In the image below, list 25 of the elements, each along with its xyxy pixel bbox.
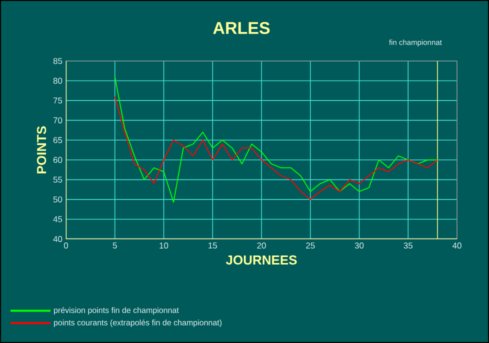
x-tick-label: 30 xyxy=(354,242,364,249)
y-tick-label: 40 xyxy=(53,236,62,242)
legend-label: points courants (extrapolés fin de championnat) xyxy=(54,319,222,327)
x-tick-label: 0 xyxy=(64,242,68,249)
x-tick-label: 35 xyxy=(404,242,412,249)
x-axis-title: JOURNEES xyxy=(226,255,297,265)
x-tick-label: 25 xyxy=(306,242,315,249)
y-axis-title: POINTS xyxy=(36,126,46,174)
y-tick-label: 80 xyxy=(53,78,62,84)
x-tick-label: 5 xyxy=(112,242,117,248)
x-tick-label: 10 xyxy=(160,242,168,249)
y-tick-label: 85 xyxy=(53,58,62,64)
y-tick-label: 70 xyxy=(53,117,62,124)
y-tick-label: 75 xyxy=(53,98,62,104)
y-tick-label: 50 xyxy=(53,196,62,202)
x-tick-label: 40 xyxy=(452,242,462,249)
y-tick-label: 55 xyxy=(53,176,62,183)
y-tick-label: 65 xyxy=(53,137,62,144)
x-tick-label: 20 xyxy=(257,242,266,249)
x-tick-label: 15 xyxy=(208,242,217,248)
y-tick-label: 60 xyxy=(53,156,62,163)
y-tick-label: 45 xyxy=(53,216,62,222)
chart-title: ARLES xyxy=(213,22,270,34)
line-series xyxy=(114,76,438,203)
legend-label: prévision points fin de championnat xyxy=(54,307,179,315)
